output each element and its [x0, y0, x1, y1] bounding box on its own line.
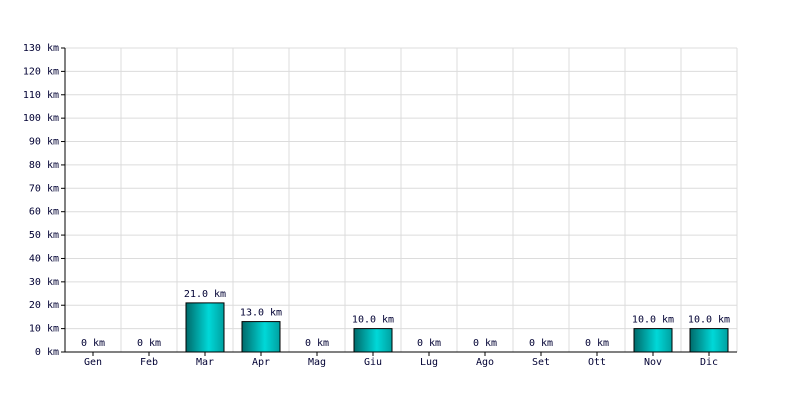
y-tick-label: 40 km: [29, 253, 59, 264]
y-tick-label: 10 km: [29, 324, 59, 335]
x-tick-label: Ago: [476, 357, 494, 368]
value-label: 0 km: [529, 338, 553, 349]
value-label: 10.0 km: [632, 315, 674, 326]
value-label: 0 km: [137, 338, 161, 349]
bar: [241, 321, 281, 353]
y-tick-label: 0 km: [35, 347, 59, 358]
value-label: 0 km: [473, 338, 497, 349]
x-tick-label: Mar: [196, 357, 214, 368]
y-tick-label: 120 km: [23, 66, 59, 77]
bar: [689, 328, 729, 353]
value-label: 0 km: [305, 338, 329, 349]
x-tick-label: Feb: [140, 357, 158, 368]
value-label: 0 km: [585, 338, 609, 349]
value-label: 10.0 km: [352, 315, 394, 326]
y-tick-label: 50 km: [29, 230, 59, 241]
x-tick-label: Ott: [588, 357, 606, 368]
value-label: 13.0 km: [240, 308, 282, 319]
y-tick-label: 100 km: [23, 113, 59, 124]
y-tick-label: 70 km: [29, 183, 59, 194]
x-tick-label: Gen: [84, 357, 102, 368]
y-tick-label: 90 km: [29, 137, 59, 148]
x-tick-label: Lug: [420, 357, 438, 368]
bar: [185, 302, 225, 353]
y-tick-label: 130 km: [23, 43, 59, 54]
y-tick-label: 30 km: [29, 277, 59, 288]
value-label: 0 km: [81, 338, 105, 349]
y-tick-label: 110 km: [23, 90, 59, 101]
x-tick-label: Mag: [308, 357, 326, 368]
value-label: 0 km: [417, 338, 441, 349]
y-tick-label: 20 km: [29, 300, 59, 311]
value-label: 21.0 km: [184, 289, 226, 300]
x-tick-label: Set: [532, 357, 550, 368]
x-tick-label: Apr: [252, 357, 270, 368]
x-tick-label: Giu: [364, 357, 382, 368]
x-tick-label: Dic: [700, 357, 718, 368]
x-tick-label: Nov: [644, 357, 662, 368]
y-tick-label: 60 km: [29, 207, 59, 218]
bar: [353, 328, 393, 353]
value-label: 10.0 km: [688, 315, 730, 326]
y-tick-label: 80 km: [29, 160, 59, 171]
bar: [633, 328, 673, 353]
